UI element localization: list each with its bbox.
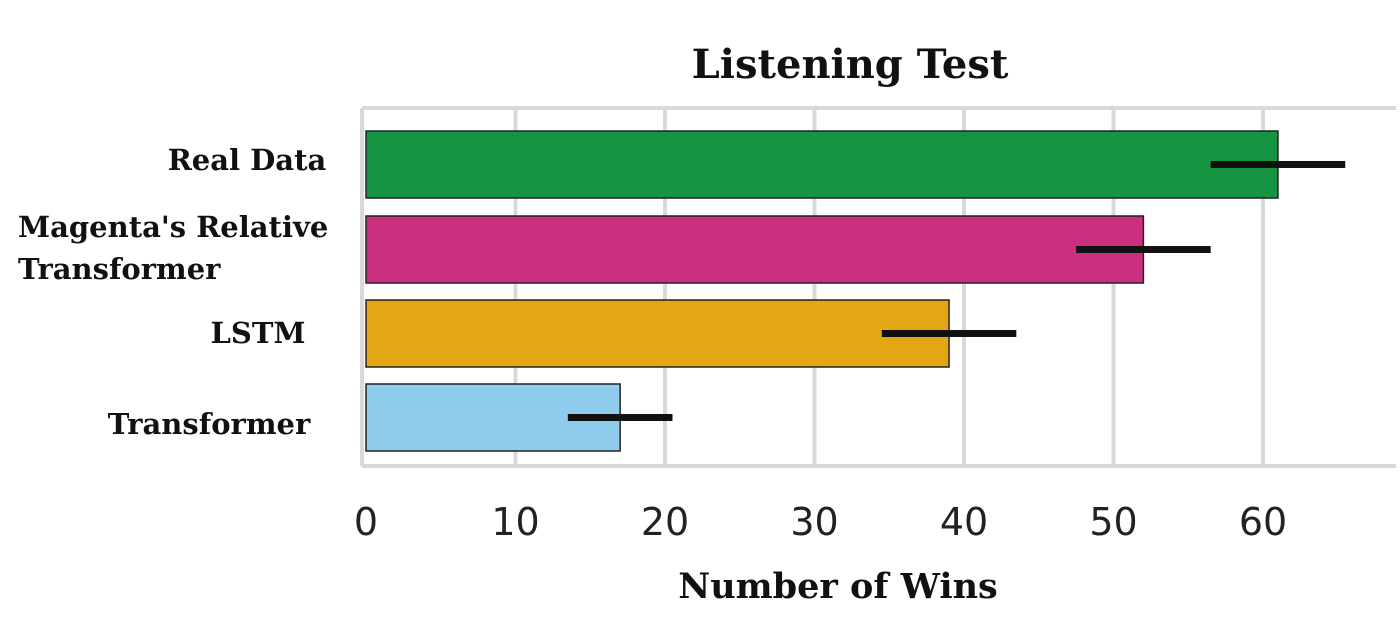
bars: [365, 130, 1279, 452]
x-tick-label-60: 60: [1239, 500, 1287, 544]
category-label-3: Transformer: [108, 407, 311, 441]
x-tick-label-10: 10: [491, 500, 539, 544]
plot-frame: [360, 106, 1396, 468]
x-tick-labels: 0 10 20 30 40 50 60: [354, 500, 1287, 544]
category-label-1-line-0: Magenta's Relative: [18, 210, 328, 244]
category-labels: Real Data Magenta's Relative Transformer LS…: [18, 143, 328, 441]
error-bars: [567, 161, 1346, 421]
x-tick-label-30: 30: [790, 500, 838, 544]
x-tick-label-50: 50: [1089, 500, 1137, 544]
category-label-1-line-1: Transformer: [18, 252, 221, 286]
category-label-2: LSTM: [210, 316, 305, 350]
x-axis-label: Number of Wins: [678, 566, 998, 607]
x-tick-label-40: 40: [940, 500, 988, 544]
x-tick-label-0: 0: [354, 500, 378, 544]
bar-1: [365, 215, 1145, 284]
bar-2: [365, 299, 950, 368]
x-tick-label-20: 20: [641, 500, 689, 544]
chart-title: Listening Test: [692, 41, 1009, 88]
bar-0: [365, 130, 1279, 199]
category-label-0: Real Data: [168, 143, 327, 177]
